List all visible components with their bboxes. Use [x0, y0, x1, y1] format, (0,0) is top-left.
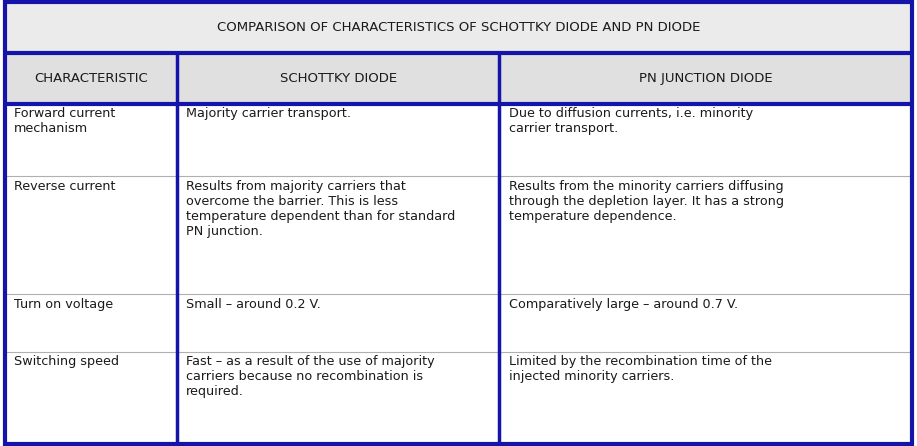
Bar	[5, 351, 177, 444]
Bar	[177, 176, 500, 294]
Bar	[500, 294, 912, 351]
Bar	[500, 54, 912, 103]
Text: Limited by the recombination time of the
injected minority carriers.: Limited by the recombination time of the…	[509, 355, 771, 383]
Text: PN JUNCTION DIODE: PN JUNCTION DIODE	[639, 72, 773, 85]
Text: Majority carrier transport.: Majority carrier transport.	[186, 107, 351, 120]
Bar	[177, 103, 500, 176]
Bar	[500, 103, 912, 176]
Bar	[5, 2, 912, 54]
Text: SCHOTTKY DIODE: SCHOTTKY DIODE	[280, 72, 397, 85]
Text: Small – around 0.2 V.: Small – around 0.2 V.	[186, 297, 321, 310]
Bar	[5, 103, 177, 176]
Text: CHARACTERISTIC: CHARACTERISTIC	[34, 72, 148, 85]
Bar	[5, 54, 177, 103]
Bar	[500, 176, 912, 294]
Text: Due to diffusion currents, i.e. minority
carrier transport.: Due to diffusion currents, i.e. minority…	[509, 107, 753, 135]
Text: Results from the minority carriers diffusing
through the depletion layer. It has: Results from the minority carriers diffu…	[509, 180, 783, 223]
Text: Turn on voltage: Turn on voltage	[14, 297, 113, 310]
Text: Forward current
mechanism: Forward current mechanism	[14, 107, 116, 135]
Text: Comparatively large – around 0.7 V.: Comparatively large – around 0.7 V.	[509, 297, 737, 310]
Bar	[5, 294, 177, 351]
Text: COMPARISON OF CHARACTERISTICS OF SCHOTTKY DIODE AND PN DIODE: COMPARISON OF CHARACTERISTICS OF SCHOTTK…	[216, 21, 701, 34]
Text: Switching speed: Switching speed	[14, 355, 119, 368]
Bar	[500, 351, 912, 444]
Text: Reverse current: Reverse current	[14, 180, 116, 193]
Bar	[177, 294, 500, 351]
Text: Results from majority carriers that
overcome the barrier. This is less
temperatu: Results from majority carriers that over…	[186, 180, 456, 238]
Bar	[177, 351, 500, 444]
Bar	[5, 176, 177, 294]
Bar	[177, 54, 500, 103]
Text: Fast – as a result of the use of majority
carriers because no recombination is
r: Fast – as a result of the use of majorit…	[186, 355, 435, 398]
